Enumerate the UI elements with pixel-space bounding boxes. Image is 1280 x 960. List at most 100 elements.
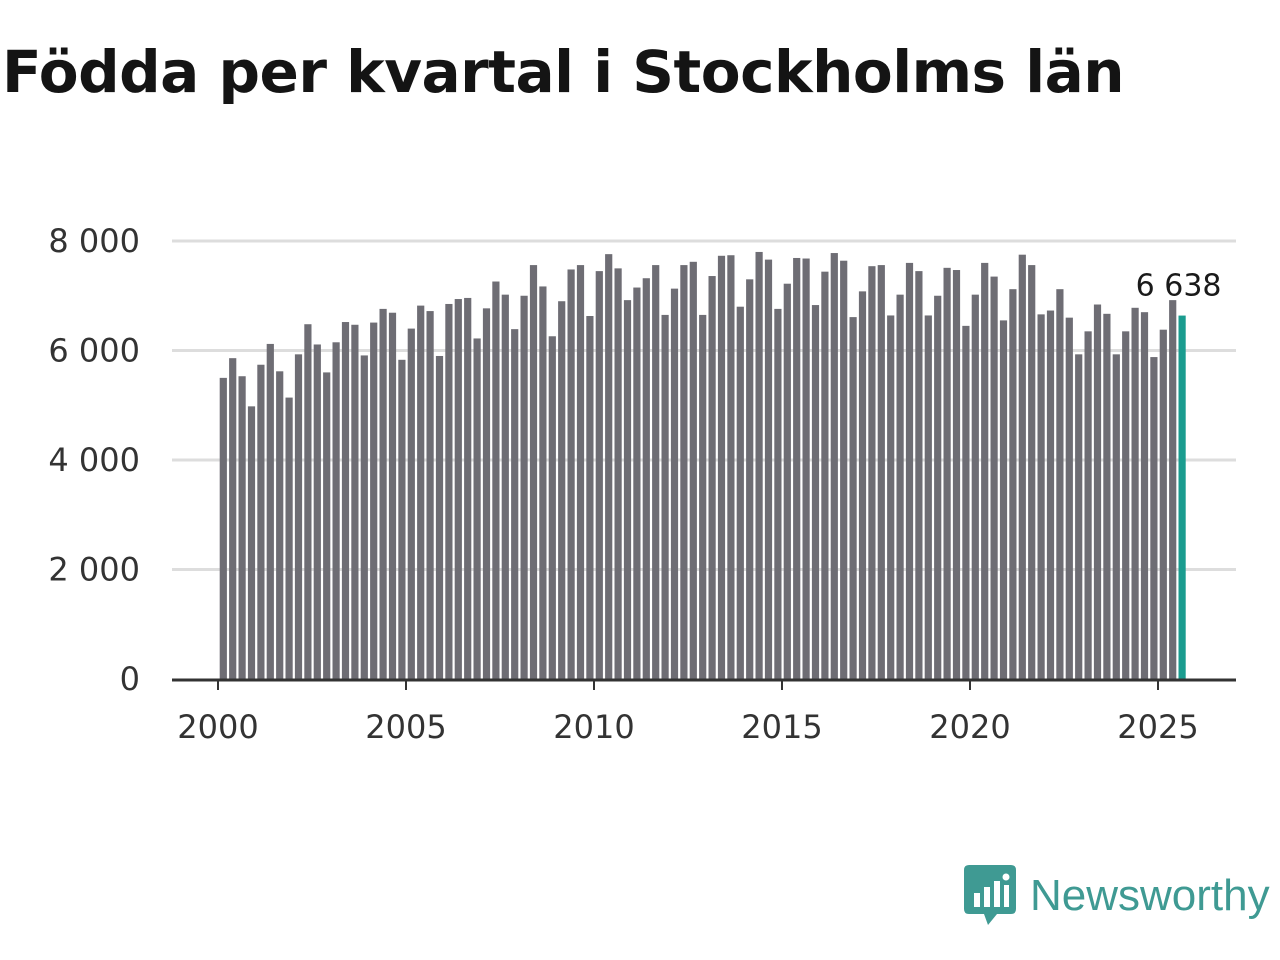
bar <box>445 303 453 679</box>
bar <box>576 265 585 679</box>
bar <box>501 294 509 679</box>
bar <box>1075 354 1083 679</box>
bars <box>219 251 1186 680</box>
bar <box>868 266 876 679</box>
bar <box>1169 300 1177 679</box>
bar <box>313 344 321 679</box>
y-tick-label: 2 000 <box>48 551 140 589</box>
bar <box>567 269 575 679</box>
bar <box>464 297 472 679</box>
bar <box>539 286 547 679</box>
bar <box>614 268 622 679</box>
bar <box>793 257 801 679</box>
bar <box>623 300 632 679</box>
bar <box>990 276 998 679</box>
y-tick-label: 6 000 <box>48 332 140 370</box>
bar <box>304 324 312 679</box>
bar <box>858 291 867 679</box>
bar <box>1140 312 1149 679</box>
bar <box>1122 331 1130 679</box>
y-tick-label: 8 000 <box>48 222 140 260</box>
bar <box>962 325 970 679</box>
bar <box>529 265 538 679</box>
x-tick-label: 2025 <box>1117 708 1198 746</box>
newsworthy-chart-icon <box>964 865 1016 925</box>
x-tick-label: 2010 <box>553 708 634 746</box>
bar <box>934 295 942 679</box>
bar <box>341 322 350 679</box>
bar <box>238 376 246 679</box>
bar <box>370 322 378 679</box>
x-tick-label: 2005 <box>365 708 446 746</box>
bar <box>219 377 227 679</box>
bar <box>511 329 519 679</box>
bar <box>558 301 566 679</box>
bar <box>736 306 744 679</box>
annotations: 6 638 <box>1136 269 1222 304</box>
newsworthy-logo: Newsworthy <box>964 864 1270 928</box>
bar <box>830 253 838 680</box>
bar <box>1103 313 1111 679</box>
bar <box>229 358 237 679</box>
bar <box>642 278 650 679</box>
bar <box>1112 354 1120 679</box>
bar <box>605 254 613 679</box>
bar <box>952 270 961 679</box>
bar <box>699 314 707 679</box>
bar <box>708 276 716 679</box>
y-tick-label: 4 000 <box>48 441 140 479</box>
bar <box>482 308 491 679</box>
bar <box>999 320 1008 679</box>
bar <box>454 299 462 679</box>
bar <box>586 316 594 679</box>
bar <box>595 271 603 679</box>
bar <box>802 258 810 679</box>
chart-title: Födda per kvartal i Stockholms län <box>2 38 1125 106</box>
bar <box>1084 331 1092 679</box>
bar <box>981 262 989 679</box>
bar <box>764 259 773 679</box>
bar <box>379 308 387 679</box>
bar <box>689 261 697 679</box>
bar <box>887 315 895 679</box>
bar <box>520 295 528 679</box>
bar <box>680 265 688 679</box>
bar <box>492 281 500 679</box>
bar <box>323 372 331 679</box>
bar <box>774 308 782 679</box>
bar <box>1159 329 1167 679</box>
bar <box>1093 304 1102 679</box>
bar <box>407 328 415 679</box>
bar <box>661 314 669 679</box>
y-tick-label: 0 <box>120 660 140 698</box>
x-axis: 2000 2005 2010 2015 2020 2025 <box>172 678 1236 746</box>
bar <box>426 311 434 679</box>
bar <box>783 283 791 679</box>
bar <box>388 312 397 679</box>
bar <box>548 336 556 679</box>
bar <box>398 359 406 679</box>
bar <box>1037 314 1045 679</box>
bar <box>266 343 274 679</box>
bar <box>1028 265 1036 679</box>
brand-name: Newsworthy <box>1030 871 1270 920</box>
bar <box>360 355 368 679</box>
bar <box>351 324 359 679</box>
x-tick-label: 2000 <box>177 708 258 746</box>
bar <box>821 271 829 679</box>
bar <box>1046 310 1055 679</box>
x-tick-label: 2020 <box>929 708 1010 746</box>
y-axis-ticks: 0 2 000 4 000 6 000 8 000 <box>48 222 140 698</box>
bar <box>1018 254 1026 679</box>
bar <box>435 355 444 679</box>
bar <box>896 294 904 679</box>
x-tick-label: 2015 <box>741 708 822 746</box>
bar <box>1065 317 1073 679</box>
bar <box>1056 289 1064 679</box>
bar <box>877 265 885 679</box>
bar <box>285 397 293 679</box>
bar <box>473 338 481 679</box>
bar <box>294 354 303 679</box>
bar <box>652 265 660 679</box>
